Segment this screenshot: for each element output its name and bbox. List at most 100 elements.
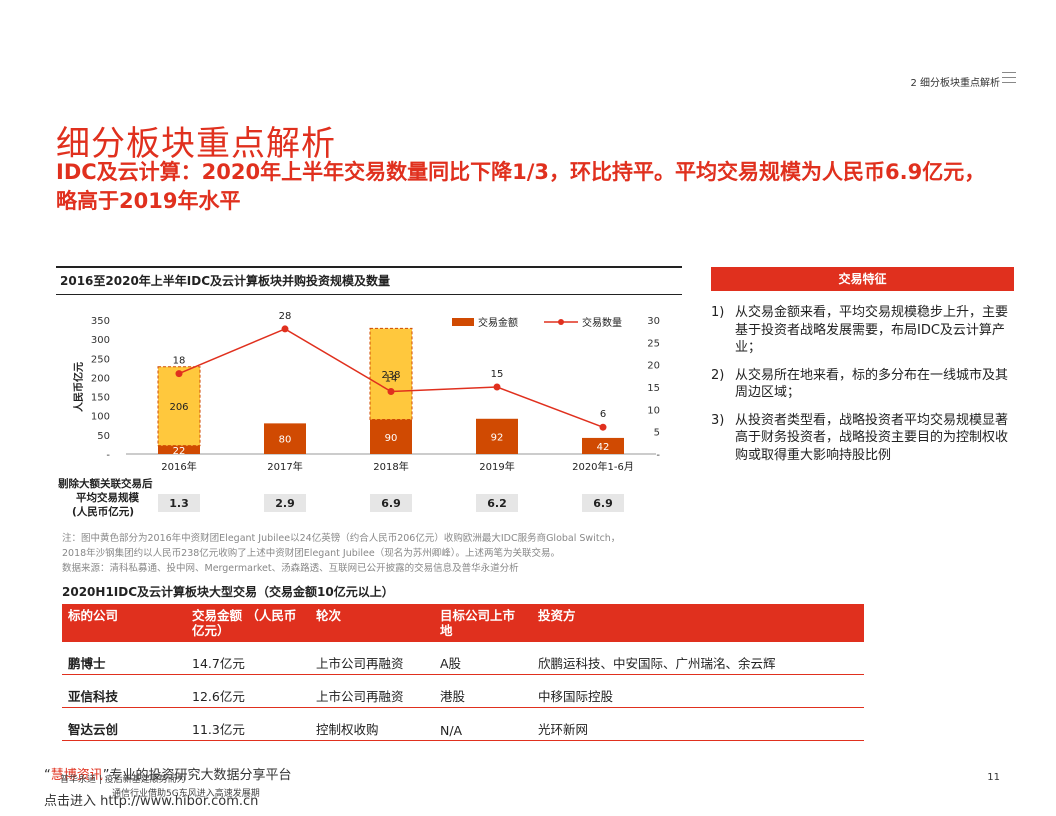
table-title: 2020H1IDC及云计算板块大型交易（交易金额10亿元以上） — [62, 585, 394, 599]
avg-row-label: 剔除大额关联交易后 — [57, 477, 153, 490]
cell-investor: 中移国际控股 — [532, 674, 864, 708]
x-tick-label: 2018年 — [373, 460, 408, 473]
avg-value: 1.3 — [169, 497, 189, 510]
y2-tick-label: 15 — [647, 383, 660, 394]
point-text: 从交易所在地来看，标的多分布在一线城市及其周边区域； — [735, 367, 1009, 401]
cell-company: 亚信科技 — [62, 674, 186, 708]
page-title: 细分板块重点解析 — [56, 124, 336, 164]
avg-row-label: (人民币亿元) — [72, 505, 134, 518]
chart-heading: 2016至2020年上半年IDC及云计算板块并购投资规模及数量 — [56, 266, 682, 295]
sidebar-point: 3) 从投资者类型看，战略投资者平均交易规模显著高于财务投资者，战略投资主要目的… — [711, 412, 1016, 465]
footer-source: 普华永道 | 疫后新基建顺势而为 — [60, 775, 186, 785]
y-tick-label: 150 — [91, 393, 110, 404]
x-tick-label: 2019年 — [479, 460, 514, 473]
bar-related-label: 238 — [381, 370, 400, 381]
point-number: 1) — [711, 305, 725, 320]
watermark-brand: 慧博资讯 — [50, 768, 103, 783]
bar-amount-label: 42 — [597, 442, 610, 453]
avg-value-box — [582, 494, 624, 512]
cell-investor: 光环新网 — [532, 707, 864, 741]
count-label: 6 — [600, 409, 606, 420]
avg-value: 6.9 — [593, 497, 613, 510]
watermark-text: ”专业的投资研究大数据分享平台 — [102, 768, 292, 783]
sidebar-point: 2) 从交易所在地来看，标的多分布在一线城市及其周边区域； — [711, 367, 1016, 402]
cell-round: 上市公司再融资 — [310, 674, 434, 708]
footer-dept: 通信行业借助5G东风进入高速发展期 — [112, 789, 260, 799]
page-subtitle: IDC及云计算：2020年上半年交易数量同比下降1/3，环比持平。平均交易规模为… — [56, 160, 986, 213]
cell-amount: 14.7亿元 — [186, 642, 310, 675]
chart-note-1: 注：图中黄色部分为2016年中资财团Elegant Jubilee以24亿英镑（… — [62, 533, 621, 544]
avg-value-box — [264, 494, 306, 512]
legend-amount-label: 交易金额 — [478, 316, 518, 329]
y2-tick-label: - — [656, 450, 660, 461]
y2-tick-label: 5 — [654, 428, 660, 439]
y2-tick-label: 30 — [647, 316, 660, 327]
column-header: 投资方 — [532, 604, 864, 642]
count-point — [599, 423, 607, 431]
point-number: 2) — [711, 367, 725, 383]
count-point — [175, 370, 183, 378]
cell-round: 上市公司再融资 — [310, 642, 434, 675]
y-tick-label: 250 — [91, 354, 110, 365]
avg-value-box — [370, 494, 412, 512]
cell-company: 鹏博士 — [62, 642, 186, 675]
bar-amount — [264, 423, 306, 454]
column-header: 轮次 — [310, 604, 434, 642]
deals-table: 标的公司 交易金额 （人民币亿元） 轮次 目标公司上市地 投资方 鹏博士 14.… — [62, 604, 864, 741]
x-tick-label: 2017年 — [267, 460, 302, 473]
chart-heading-text: 2016至2020年上半年IDC及云计算板块并购投资规模及数量 — [60, 274, 391, 288]
y-tick-label: 350 — [91, 316, 110, 327]
y-tick-label: 200 — [91, 373, 110, 384]
bar-related-label: 206 — [169, 402, 188, 413]
point-text: 从投资者类型看，战略投资者平均交易规模显著高于财务投资者，战略投资主要目的为控制… — [735, 412, 1009, 463]
watermark-link[interactable]: 点击进入 http://www.hibor.com.cn — [44, 794, 259, 809]
count-label: 18 — [173, 356, 186, 367]
avg-value-box — [476, 494, 518, 512]
column-header: 标的公司 — [62, 604, 186, 642]
y-axis-label: 人民币亿元 — [72, 362, 85, 412]
table-row: 亚信科技 12.6亿元 上市公司再融资 港股 中移国际控股 — [62, 674, 864, 708]
section-tag: 2 细分板块重点解析 — [910, 78, 1000, 89]
bar-amount — [158, 445, 200, 454]
cell-amount: 11.3亿元 — [186, 707, 310, 741]
column-header: 交易金额 （人民币亿元） — [186, 604, 310, 642]
count-label: 28 — [279, 311, 292, 322]
count-point — [281, 325, 289, 333]
deal-chart: 350 300 250 200 150 100 50 - 30 25 20 15 10 5 - 人民币亿元 22… — [57, 311, 660, 518]
bar-amount-label: 22 — [173, 446, 186, 457]
cell-market: N/A — [434, 707, 532, 741]
cell-investor: 欣鹏运科技、中安国际、广州瑞洺、余云辉 — [532, 642, 864, 675]
legend-count-marker — [558, 319, 564, 325]
watermark-line: “慧博资讯”专业的投资研究大数据分享平台 — [44, 764, 292, 783]
bar-amount — [476, 418, 518, 454]
table-row: 智达云创 11.3亿元 控制权收购 N/A 光环新网 — [62, 707, 864, 741]
avg-value: 2.9 — [275, 497, 295, 510]
avg-value: 6.9 — [381, 497, 401, 510]
cell-market: A股 — [434, 642, 532, 675]
x-tick-label: 2020年1-6月 — [572, 460, 634, 473]
point-number: 3) — [711, 412, 725, 428]
y2-tick-label: 25 — [647, 338, 660, 349]
cell-round: 控制权收购 — [310, 707, 434, 741]
count-label: 15 — [491, 369, 504, 380]
avg-value: 6.2 — [487, 497, 507, 510]
cell-market: 港股 — [434, 674, 532, 708]
bar-related — [157, 366, 201, 447]
y-tick-label: - — [106, 450, 110, 461]
count-point — [493, 383, 501, 391]
y2-tick-label: 20 — [647, 361, 660, 372]
table-row: 鹏博士 14.7亿元 上市公司再融资 A股 欣鹏运科技、中安国际、广州瑞洺、余云… — [62, 642, 864, 675]
x-tick-label: 2016年 — [161, 460, 196, 473]
bar-amount-label: 92 — [491, 432, 504, 443]
bar-amount — [582, 437, 624, 454]
y-tick-label: 300 — [91, 335, 110, 346]
chart-note-2: 2018年沙钢集团约以人民币238亿元收购了上述中资财团Elegant Jubi… — [62, 548, 560, 559]
legend-count-label: 交易数量 — [582, 316, 622, 329]
menu-icon[interactable] — [1002, 72, 1016, 87]
cell-company: 智达云创 — [62, 707, 186, 741]
sidebar-heading: 交易特征 — [711, 267, 1014, 291]
count-point — [387, 387, 395, 395]
bar-amount — [370, 419, 412, 454]
y-tick-label: 100 — [91, 412, 110, 423]
avg-value-box — [158, 494, 200, 512]
